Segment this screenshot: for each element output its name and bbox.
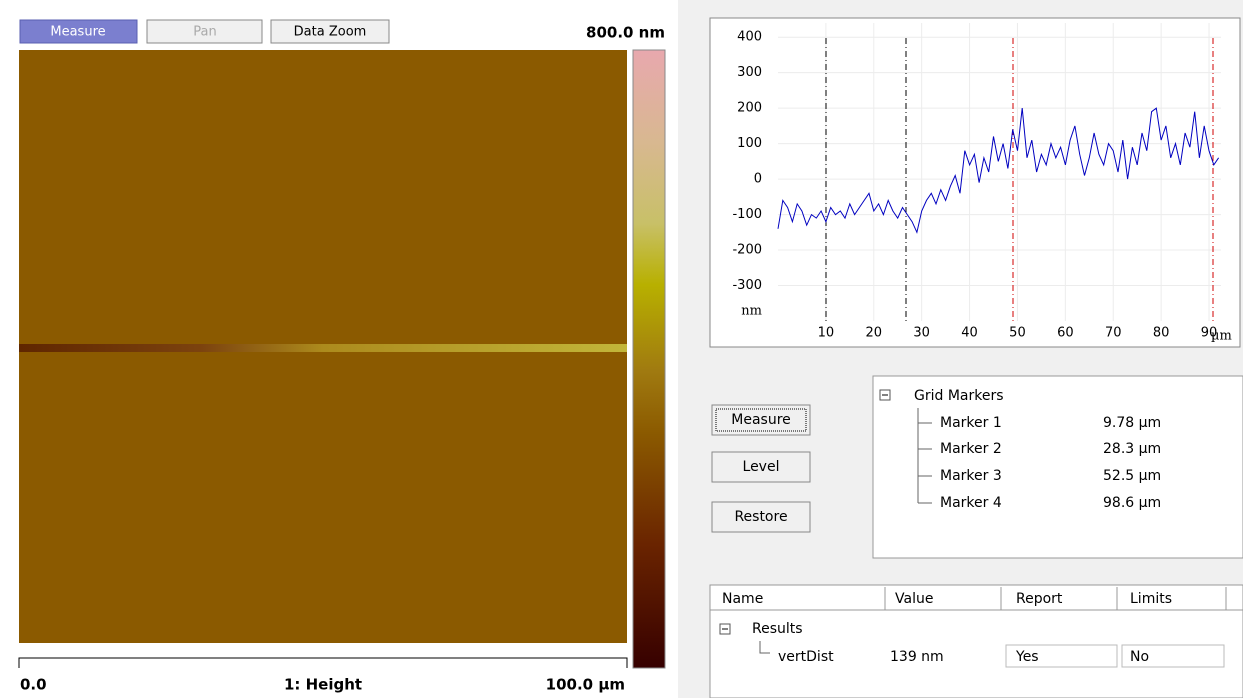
result-name: vertDist bbox=[778, 649, 834, 665]
scale-line bbox=[19, 658, 627, 668]
y-tick-label: 100 bbox=[737, 136, 762, 151]
column-header[interactable]: Limits bbox=[1130, 591, 1172, 607]
marker-name: Marker 3 bbox=[940, 468, 1002, 484]
data-zoom-tab-label[interactable]: Data Zoom bbox=[294, 25, 367, 40]
x-tick-label: 60 bbox=[1057, 326, 1074, 341]
group-name: Results bbox=[752, 621, 803, 637]
marker-name: Marker 2 bbox=[940, 441, 1002, 457]
color-bar bbox=[633, 50, 665, 668]
x-unit: µm bbox=[1211, 329, 1232, 344]
column-header[interactable]: Report bbox=[1016, 591, 1063, 607]
channel: 1: Height bbox=[284, 676, 362, 694]
report-value[interactable]: Yes bbox=[1015, 649, 1039, 665]
marker-value: 28.3 µm bbox=[1103, 441, 1161, 457]
app: Measure Pan Data Zoom 800.0 nm 0.0 1: He… bbox=[0, 0, 1243, 698]
y-tick-label: -200 bbox=[732, 243, 762, 258]
y-tick-label: -300 bbox=[732, 278, 762, 293]
measure-button-label[interactable]: Measure bbox=[731, 412, 791, 428]
scale-max: 800.0 nm bbox=[586, 24, 665, 42]
marker-value: 9.78 µm bbox=[1103, 415, 1161, 431]
limits-value[interactable]: No bbox=[1130, 649, 1149, 665]
x-tick-label: 20 bbox=[866, 326, 883, 341]
profile-plot bbox=[710, 18, 1240, 347]
x-tick-label: 50 bbox=[1009, 326, 1026, 341]
marker-value: 52.5 µm bbox=[1103, 468, 1161, 484]
x-tick-label: 30 bbox=[913, 326, 930, 341]
page: Measure Pan Data Zoom 800.0 nm 0.0 1: He… bbox=[0, 0, 1243, 698]
marker-name: Marker 1 bbox=[940, 415, 1002, 431]
column-header[interactable]: Name bbox=[722, 591, 763, 607]
y-tick-label: 400 bbox=[737, 30, 762, 45]
level-button-label[interactable]: Level bbox=[743, 459, 780, 475]
marker-value: 98.6 µm bbox=[1103, 495, 1161, 511]
y-tick-label: -100 bbox=[732, 207, 762, 222]
x-end: 100.0 µm bbox=[546, 676, 625, 694]
restore-button-label[interactable]: Restore bbox=[734, 509, 787, 525]
x-tick-label: 10 bbox=[818, 326, 835, 341]
x-tick-label: 40 bbox=[961, 326, 978, 341]
y-unit: nm bbox=[741, 304, 762, 319]
scan-line bbox=[19, 344, 627, 352]
result-value: 139 nm bbox=[890, 649, 944, 665]
y-tick-label: 0 bbox=[754, 172, 762, 187]
tree-title: Grid Markers bbox=[914, 388, 1004, 404]
y-tick-label: 300 bbox=[737, 65, 762, 80]
marker-name: Marker 4 bbox=[940, 495, 1002, 511]
pan-tab-label[interactable]: Pan bbox=[193, 25, 216, 40]
measure-tab-label[interactable]: Measure bbox=[50, 25, 105, 40]
x-tick-label: 80 bbox=[1153, 326, 1170, 341]
column-header[interactable]: Value bbox=[895, 591, 933, 607]
x-start: 0.0 bbox=[20, 676, 47, 694]
y-tick-label: 200 bbox=[737, 101, 762, 116]
x-tick-label: 70 bbox=[1105, 326, 1122, 341]
